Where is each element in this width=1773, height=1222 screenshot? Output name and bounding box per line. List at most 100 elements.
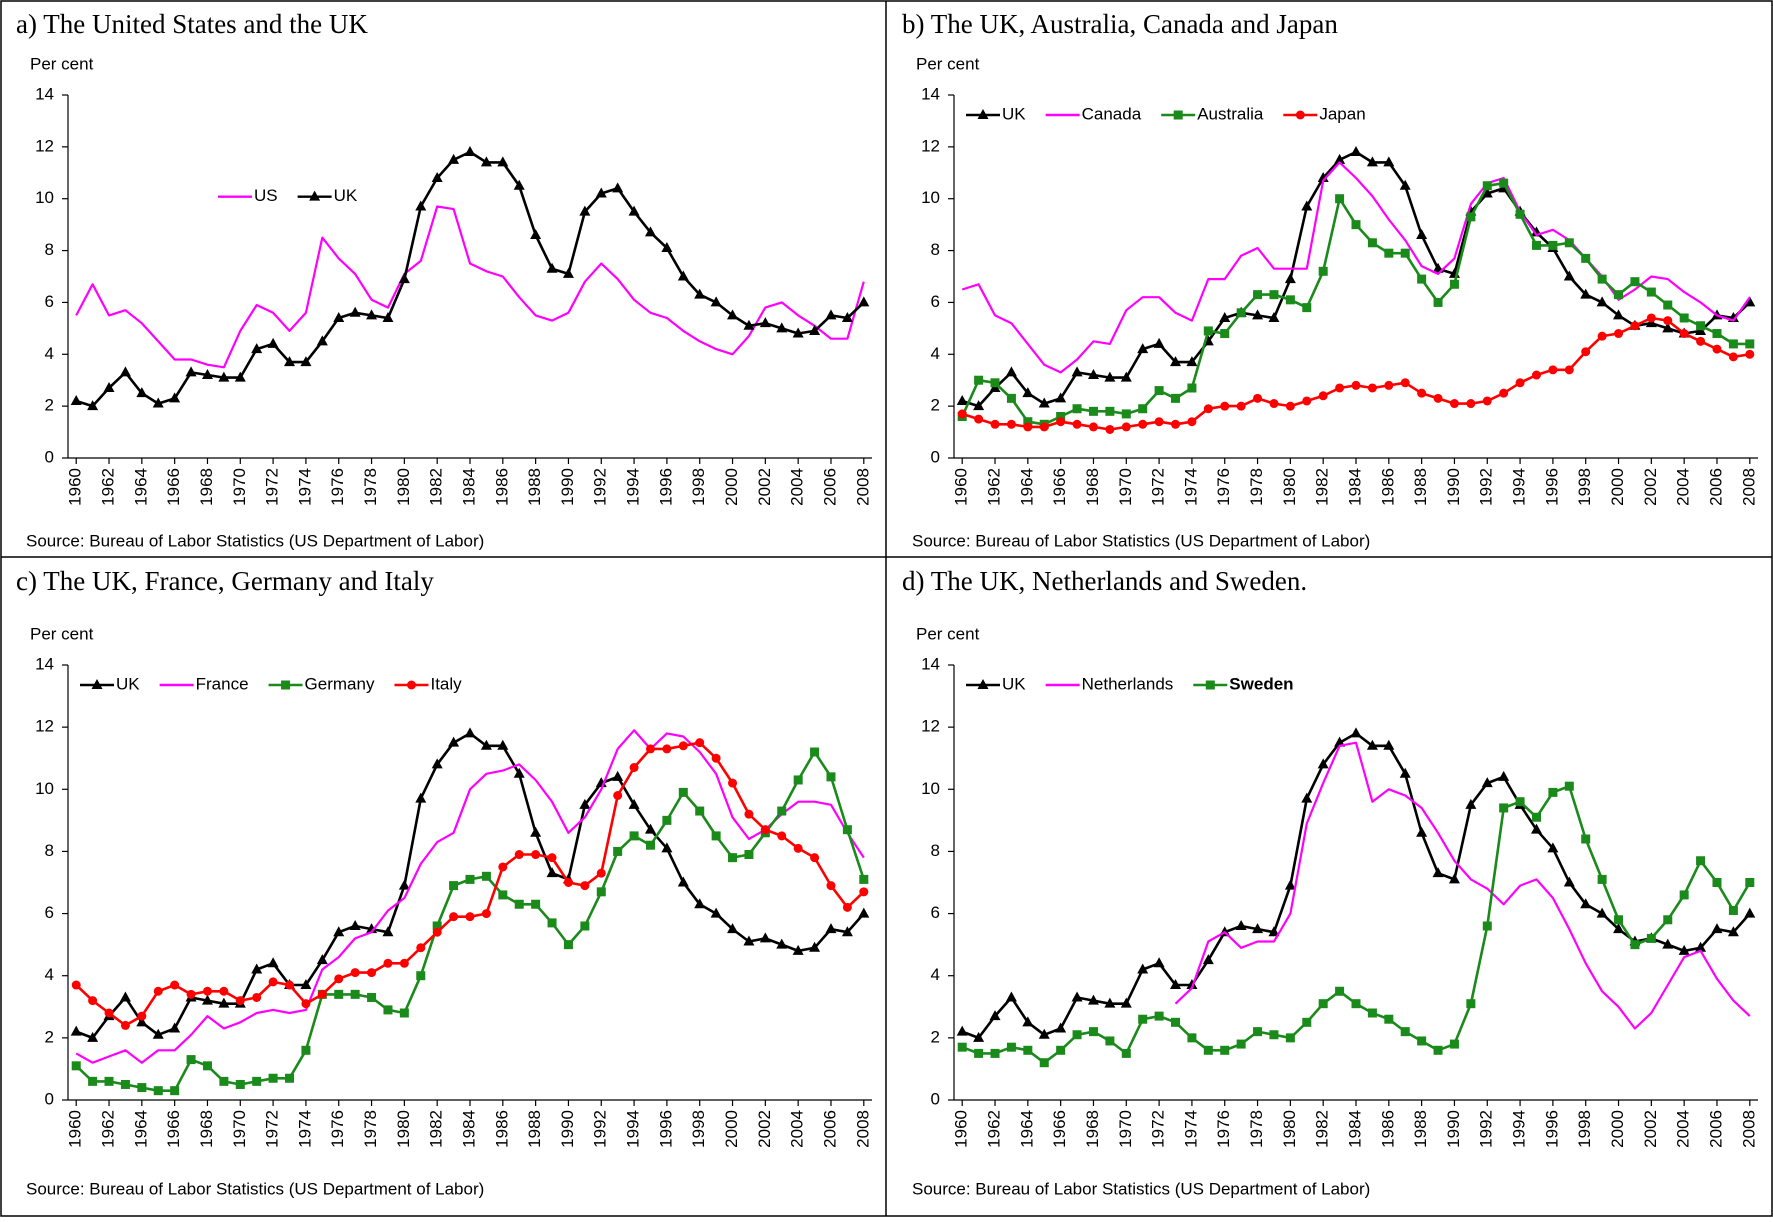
marker: [1301, 200, 1313, 211]
marker: [1662, 322, 1674, 333]
marker: [1712, 878, 1722, 887]
marker: [825, 923, 837, 934]
x-tick-label: 2002: [1641, 468, 1660, 506]
y-axis-label: Per cent: [916, 624, 980, 643]
marker: [1088, 422, 1098, 432]
marker: [974, 414, 984, 424]
marker: [1498, 770, 1510, 781]
marker: [1171, 1017, 1181, 1027]
y-tick-label: 10: [35, 779, 54, 798]
marker: [1318, 391, 1328, 401]
x-tick-label: 1982: [427, 468, 446, 506]
marker: [316, 335, 328, 346]
marker: [613, 791, 623, 800]
marker: [1499, 388, 1509, 398]
marker: [1072, 419, 1082, 429]
x-tick-label: 1972: [1149, 1110, 1168, 1148]
marker: [956, 394, 968, 405]
marker: [743, 319, 755, 330]
marker: [1580, 898, 1592, 909]
marker: [1268, 311, 1280, 322]
marker: [662, 815, 672, 825]
marker: [1170, 356, 1182, 367]
marker: [1171, 393, 1181, 403]
marker: [579, 205, 591, 216]
marker: [1630, 277, 1640, 287]
marker: [1252, 923, 1264, 934]
legend-marker: [1173, 110, 1183, 120]
x-tick-label: 2008: [1739, 468, 1758, 506]
y-tick-label: 8: [931, 240, 940, 259]
marker: [1285, 401, 1295, 411]
marker: [300, 979, 312, 990]
marker: [1350, 146, 1362, 157]
marker: [694, 288, 706, 299]
marker: [497, 739, 509, 750]
marker: [1056, 1045, 1066, 1055]
x-tick-label: 1974: [295, 1110, 314, 1148]
x-tick-label: 1966: [164, 1110, 183, 1148]
marker: [792, 944, 804, 955]
x-tick-label: 2006: [1706, 468, 1725, 506]
marker: [513, 767, 525, 778]
x-tick-label: 1970: [1116, 1110, 1135, 1148]
marker: [1367, 383, 1377, 393]
marker: [1335, 194, 1345, 204]
legend-label: UK: [1002, 104, 1026, 123]
marker: [480, 739, 492, 750]
marker: [350, 968, 360, 978]
x-tick-label: 1986: [492, 1110, 511, 1148]
x-tick-label: 1984: [459, 468, 478, 506]
marker: [793, 843, 803, 853]
marker: [580, 921, 590, 931]
marker: [399, 1008, 409, 1018]
marker: [235, 1079, 245, 1089]
marker: [1416, 229, 1428, 240]
marker: [1630, 940, 1640, 950]
marker: [661, 241, 673, 252]
marker: [1350, 727, 1362, 738]
marker: [284, 356, 296, 367]
marker: [1120, 371, 1132, 382]
x-tick-label: 1998: [689, 1110, 708, 1148]
marker: [316, 954, 328, 965]
marker: [1646, 287, 1656, 297]
marker: [644, 226, 656, 237]
marker: [1137, 343, 1149, 354]
x-tick-label: 1992: [1477, 468, 1496, 506]
x-tick-label: 1986: [1378, 468, 1397, 506]
marker: [87, 1031, 99, 1042]
marker: [1646, 933, 1656, 943]
x-tick-label: 2008: [853, 468, 872, 506]
marker: [252, 1076, 262, 1086]
y-tick-label: 14: [35, 84, 54, 103]
x-tick-label: 1980: [1280, 468, 1299, 506]
x-tick-label: 1990: [1444, 468, 1463, 506]
marker: [728, 778, 738, 788]
marker: [153, 986, 163, 996]
marker: [810, 853, 820, 863]
marker: [432, 927, 442, 937]
marker: [1187, 417, 1197, 427]
marker: [859, 887, 869, 897]
legend-label: Germany: [305, 674, 375, 693]
marker: [366, 309, 378, 320]
marker: [170, 1086, 180, 1096]
source-note: Source: Bureau of Labor Statistics (US D…: [26, 1179, 484, 1198]
marker: [1335, 383, 1345, 393]
marker: [268, 1073, 278, 1083]
x-tick-label: 1964: [1017, 1110, 1036, 1148]
marker: [1269, 1030, 1279, 1040]
marker: [1449, 279, 1459, 289]
source-note: Source: Bureau of Labor Statistics (US D…: [912, 531, 1370, 550]
marker: [629, 763, 639, 773]
x-tick-label: 1974: [295, 468, 314, 506]
x-tick-label: 2004: [1674, 1110, 1693, 1148]
marker: [1400, 248, 1410, 258]
marker: [1153, 337, 1165, 348]
chart-title: d) The UK, Netherlands and Sweden.: [902, 566, 1307, 596]
marker: [1366, 739, 1378, 750]
marker: [185, 366, 197, 377]
marker: [1744, 296, 1756, 307]
marker: [1038, 1028, 1050, 1039]
